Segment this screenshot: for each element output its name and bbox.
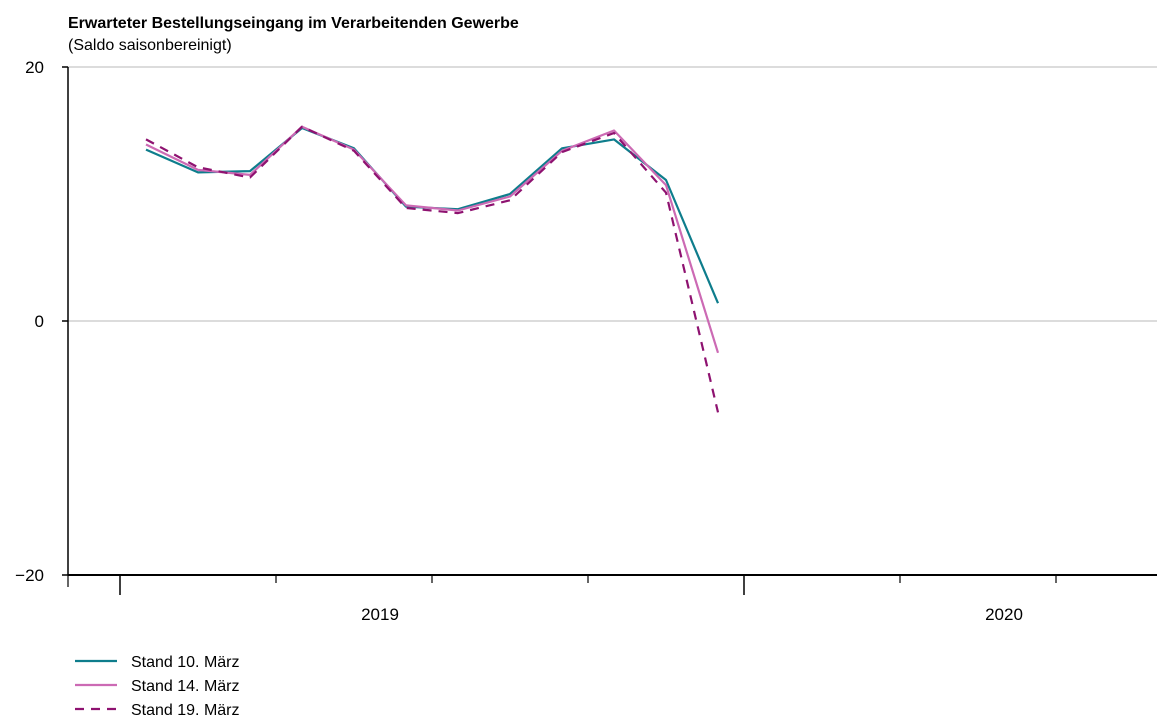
legend: Stand 10. März Stand 14. März Stand 19. Mä… [75,654,240,718]
x-axis: 2019 2020 [67,574,1157,624]
y-tick-label: −20 [15,566,44,585]
gridlines [68,66,1157,322]
x-year-label: 2020 [985,605,1023,624]
series-line-3 [145,125,720,413]
y-tick-label: 0 [35,312,44,331]
legend-label: Stand 19. März [131,702,240,718]
legend-label: Stand 14. März [131,678,240,695]
chart-subtitle: (Saldo saisonbereinigt) [68,37,232,54]
series-lines [145,125,720,413]
series-line-2 [145,125,720,354]
x-year-label: 2019 [361,605,399,624]
y-tick-label: 20 [25,58,44,77]
y-axis: 20 0 −20 [15,58,69,585]
legend-label: Stand 10. März [131,654,240,671]
chart-title: Erwarteter Bestellungseingang im Verarbe… [68,15,519,32]
